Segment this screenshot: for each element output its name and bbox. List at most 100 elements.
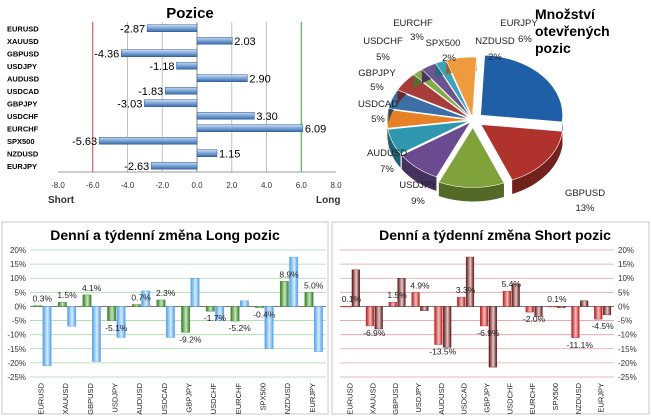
category-label: EURJPY [7,162,37,171]
daily-change-label: 5.4% [502,279,522,289]
category-label: EURUSD [7,24,39,33]
weekly-change-bar [264,306,274,349]
category-label: AUDUSD [135,382,144,414]
y-tick-label: -15% [618,345,637,354]
weekly-change-bar [351,269,360,307]
pie-slice-label: USDJPY [399,180,437,191]
daily-change-bar [82,294,92,307]
weekly-change-bar [239,300,249,307]
pie-slice [435,60,472,118]
weekly-change-bar [215,306,225,321]
position-value-label: -1.18 [149,61,174,73]
daily-change-label: -0.4% [253,310,276,320]
daily-change-bar [388,302,397,307]
daily-change-bar [304,292,314,307]
positions-bar-chart: Pozice EURUSD XAUUSD GBPUSD USDJPY AUDUSD USD… [7,5,342,206]
pie-slice-percent: 3% [410,32,424,43]
pie-slice-percent: 9% [411,196,425,207]
pie-slice-side [388,129,401,168]
position-value-label: 2.90 [249,73,270,85]
pie-slice [438,126,505,188]
y-tick-label: 20% [10,246,26,255]
pie-slice-percent: 5% [370,82,384,93]
daily-change-bar [279,281,289,307]
weekly-change-bar [141,290,151,307]
position-value-label: -1.83 [138,86,163,98]
pie-slice-label: USDCHF [363,36,403,47]
daily-change-label: -1.7% [204,313,227,323]
pie-slice-percent: 2% [442,53,456,64]
pie-slice [480,54,563,123]
daily-change-bar [479,306,489,327]
pie-slice [401,121,472,178]
pie-slice-label: GBPUSD [565,188,605,199]
position-bar [164,87,198,95]
y-tick-label: 15% [10,260,26,269]
y-tick-label: -25% [618,373,637,382]
y-tick-label: 10% [10,274,26,283]
category-label: USDCHF [209,383,218,415]
y-tick-label: 20% [618,246,634,255]
position-value-label: -2.87 [120,23,145,35]
category-label: GBPUSD [7,49,40,58]
pie-slice-side [512,131,563,195]
category-label: AUDUSD [7,74,40,83]
position-bar [98,137,198,145]
position-bar [196,112,255,120]
weekly-change-bar [91,306,101,362]
category-label: SPX500 [259,383,268,411]
daily-change-bar [156,299,166,307]
daily-change-label: 8.9% [279,269,299,279]
category-label: GBPUSD [86,382,95,414]
position-bar [196,124,304,132]
category-label: SPX500 [7,137,35,146]
pie-slice [388,90,470,120]
weekly-change-bar [580,300,589,307]
x-tick-label: 4.0 [261,181,273,190]
short-title-and: a [418,227,434,243]
daily-change-bar [57,302,67,307]
weekly-change-bar [313,306,323,352]
category-label: EURCHF [528,383,537,415]
category-label: USDCHF [505,383,514,415]
weekly-change-bar [557,306,566,309]
weekly-change-bar [443,306,452,348]
category-label: NZDUSD [283,382,292,414]
daily-change-label: 0.1% [547,294,567,304]
short-side-label: Short [48,195,75,206]
daily-change-bar [342,305,352,308]
weekly-change-bar [534,306,543,317]
daily-change-label: -4.5% [591,321,614,331]
daily-change-label: -11.1% [567,340,594,350]
pie-title-line-1: Množství [535,6,596,22]
long-title-daily: Denní [50,227,90,243]
x-tick-label: -6.0 [86,181,100,190]
category-label: XAUUSD [368,382,377,414]
daily-change-label: -6.9% [363,328,386,338]
pie-slice-side [401,155,437,191]
long-side-label: Long [316,195,340,206]
weekly-change-bar [488,306,497,368]
short-title-rest: změna Short pozic [483,227,611,243]
weekly-change-bar [420,306,429,311]
category-label: USDCAD [160,382,169,414]
pie-slice-label: EURJPY [500,18,538,29]
y-tick-label: -15% [7,345,26,354]
short-title-daily: Denní [379,227,419,243]
category-label: NZDUSD [7,149,39,158]
weekly-change-bar [511,283,520,307]
category-label: EURUSD [346,382,355,414]
position-value-label: -4.36 [94,48,119,60]
category-label: USDJPY [111,383,120,413]
pie-slice [386,109,470,129]
category-label: USDCHF [7,112,39,121]
position-value-label: 6.09 [305,123,326,135]
y-tick-label: -10% [7,331,26,340]
y-tick-label: 0% [14,302,26,311]
category-label: EURJPY [597,383,606,413]
position-bar [196,74,248,82]
daily-change-bar [548,305,557,308]
position-bar [120,49,198,57]
y-tick-label: 5% [14,288,26,297]
weekly-change-bar [602,306,612,316]
